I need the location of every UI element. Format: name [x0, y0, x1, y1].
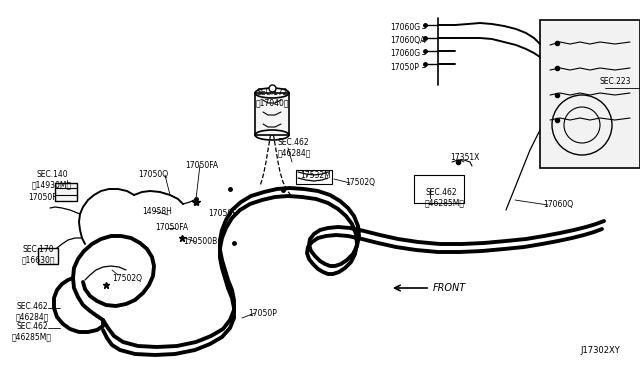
Text: 17060QA: 17060QA — [390, 36, 426, 45]
Bar — [296, 170, 332, 184]
Text: SEC.462
〗46285M〙: SEC.462 〗46285M〙 — [12, 322, 52, 341]
Text: 17050P: 17050P — [248, 308, 277, 317]
Text: 17502Q: 17502Q — [112, 273, 142, 282]
Bar — [55, 183, 77, 201]
Text: SEC.462
〗46284〙: SEC.462 〗46284〙 — [278, 138, 312, 157]
Text: 17060G: 17060G — [390, 23, 420, 32]
Text: SEC.170
〗16630〙: SEC.170 〗16630〙 — [21, 245, 55, 264]
Text: 17050F: 17050F — [208, 208, 237, 218]
Text: 17060Q: 17060Q — [543, 201, 573, 209]
Text: 17532M: 17532M — [300, 170, 331, 180]
Bar — [38, 248, 58, 264]
Text: 17060G: 17060G — [390, 49, 420, 58]
Text: J17302XY: J17302XY — [580, 346, 620, 355]
Text: SEC.462
〗46284〙: SEC.462 〗46284〙 — [15, 302, 49, 321]
Bar — [414, 175, 464, 203]
Text: 17351X: 17351X — [450, 154, 479, 163]
Bar — [255, 93, 289, 135]
Text: 17502Q: 17502Q — [345, 179, 375, 187]
Text: 17050FA: 17050FA — [155, 224, 188, 232]
Text: 17050P: 17050P — [390, 62, 419, 71]
Text: 17050Q: 17050Q — [138, 170, 168, 180]
Text: 17050FA: 17050FA — [185, 160, 218, 170]
Text: SEC.140
〗14930M〙: SEC.140 〗14930M〙 — [32, 170, 72, 189]
Bar — [540, 20, 640, 168]
Text: SEC.223: SEC.223 — [600, 77, 632, 87]
Text: 17050F: 17050F — [28, 193, 56, 202]
Text: SEC.462
〗46285M〙: SEC.462 〗46285M〙 — [425, 188, 465, 208]
Text: 14958H: 14958H — [142, 206, 172, 215]
Text: 170500B: 170500B — [183, 237, 217, 247]
Text: SEC.172
〗17040〙: SEC.172 〗17040〙 — [255, 88, 289, 108]
Text: FRONT: FRONT — [433, 283, 467, 293]
